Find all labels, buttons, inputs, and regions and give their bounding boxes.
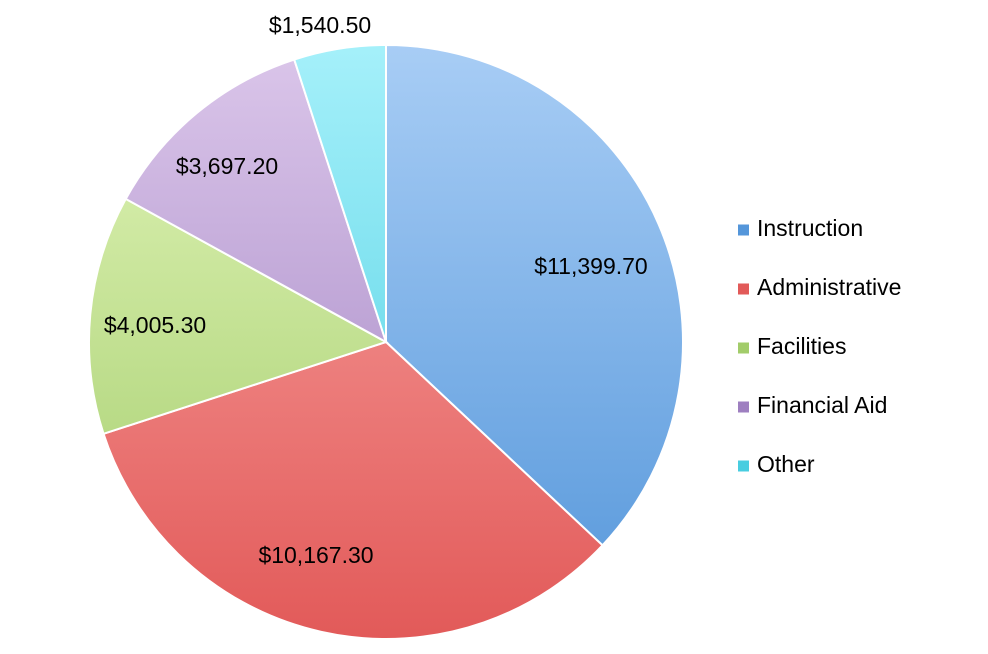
legend-swatch-instruction — [738, 224, 749, 236]
legend: Instruction Administrative Facilities Finan… — [738, 215, 901, 477]
slice-label-administrative: $10,167.30 — [258, 542, 373, 568]
legend-label-financial-aid: Financial Aid — [757, 392, 887, 418]
pie-slice-instruction — [385, 43, 684, 547]
legend-swatch-administrative — [738, 283, 749, 295]
pie-slice-facilities — [88, 197, 389, 436]
slice-label-instruction: $11,399.70 — [534, 253, 647, 279]
legend-swatch-facilities — [738, 342, 749, 354]
slice-label-facilities: $4,005.30 — [104, 312, 206, 338]
legend-swatch-financial-aid — [738, 401, 749, 413]
legend-label-facilities: Facilities — [757, 333, 846, 359]
pie-slice-administrative — [102, 340, 604, 640]
slice-labels: $11,399.70 $10,167.30 $4,005.30 $3,697.20 $1… — [104, 12, 648, 568]
legend-label-administrative: Administrative — [757, 274, 901, 300]
legend-label-instruction: Instruction — [757, 215, 863, 241]
legend-swatch-other — [738, 460, 749, 472]
slice-label-other: $1,540.50 — [269, 12, 371, 38]
pie-slice-other — [292, 43, 387, 343]
pie-slice-financial-aid — [124, 58, 388, 345]
slice-label-financial-aid: $3,697.20 — [176, 153, 278, 179]
pie-slices — [88, 43, 684, 640]
legend-label-other: Other — [757, 451, 815, 477]
